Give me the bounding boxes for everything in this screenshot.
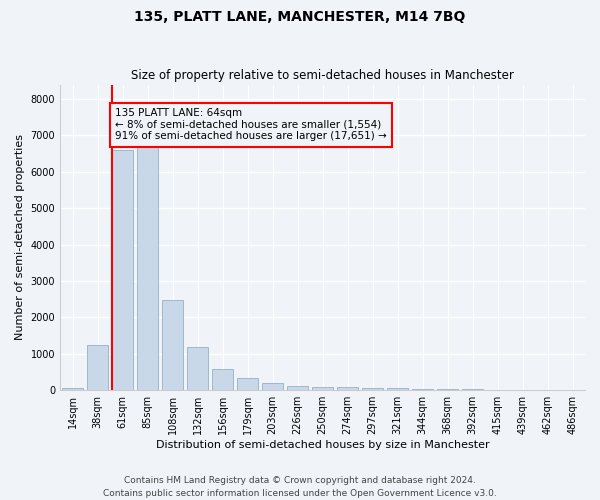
Bar — [387, 388, 408, 390]
Bar — [62, 388, 83, 390]
Bar — [337, 388, 358, 390]
Bar — [137, 147, 158, 390]
Y-axis label: Number of semi-detached properties: Number of semi-detached properties — [15, 134, 25, 340]
Bar — [187, 346, 208, 390]
Text: Contains HM Land Registry data © Crown copyright and database right 2024.
Contai: Contains HM Land Registry data © Crown c… — [103, 476, 497, 498]
Bar — [87, 344, 108, 390]
Bar — [362, 388, 383, 390]
Bar — [287, 386, 308, 390]
Bar — [162, 300, 183, 390]
Bar — [237, 378, 258, 390]
Title: Size of property relative to semi-detached houses in Manchester: Size of property relative to semi-detach… — [131, 69, 514, 82]
Text: 135 PLATT LANE: 64sqm
← 8% of semi-detached houses are smaller (1,554)
91% of se: 135 PLATT LANE: 64sqm ← 8% of semi-detac… — [115, 108, 386, 142]
X-axis label: Distribution of semi-detached houses by size in Manchester: Distribution of semi-detached houses by … — [156, 440, 490, 450]
Bar — [312, 386, 333, 390]
Bar — [212, 370, 233, 390]
Text: 135, PLATT LANE, MANCHESTER, M14 7BQ: 135, PLATT LANE, MANCHESTER, M14 7BQ — [134, 10, 466, 24]
Bar — [437, 389, 458, 390]
Bar — [112, 150, 133, 390]
Bar — [262, 382, 283, 390]
Bar — [412, 389, 433, 390]
